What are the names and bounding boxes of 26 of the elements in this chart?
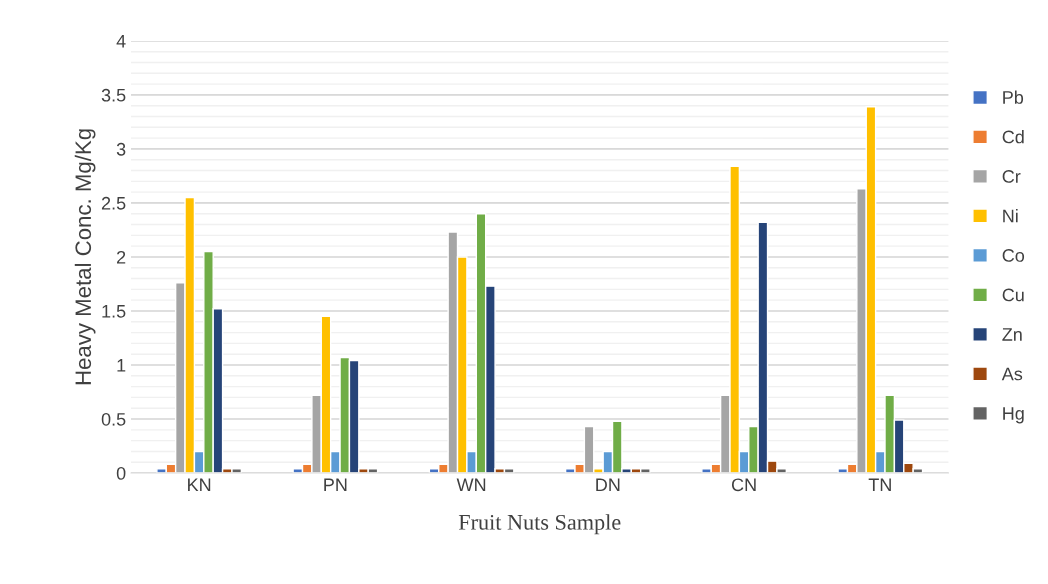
legend-label: Zn (1002, 328, 1022, 341)
x-tick-label: DN (596, 478, 620, 491)
y-tick-label: 2.5 (101, 196, 126, 210)
x-axis-title: Fruit Nuts Sample (458, 514, 621, 535)
y-tick-label: 3 (116, 142, 126, 156)
y-tick-label: 3.5 (101, 88, 126, 102)
y-tick-label: 1.5 (102, 305, 126, 318)
y-tick-label: 2 (117, 250, 126, 264)
legend-label: Ni (1003, 209, 1018, 223)
y-tick-label: 4 (116, 35, 126, 48)
legend-label: As (1001, 367, 1023, 381)
y-tick-label: 0.5 (101, 412, 126, 426)
y-tick-label: 1 (117, 359, 126, 372)
x-tick-label: KN (188, 478, 211, 491)
legend-label: Hg (1003, 407, 1024, 424)
x-tick-label: PN (324, 478, 347, 491)
y-tick-label: 0 (116, 466, 126, 480)
x-tick-label: WN (456, 478, 486, 491)
legend-label: Co (1002, 249, 1025, 262)
y-axis-title: Heavy Metal Conc. Mg/Kg (74, 129, 96, 385)
legend-label: Cd (1002, 130, 1024, 144)
legend-label: Pb (1003, 90, 1024, 104)
legend-label: Cr (1002, 170, 1021, 183)
x-tick-label: CN (731, 478, 756, 492)
legend-label: Cu (1002, 288, 1024, 302)
x-tick-label: TN (868, 478, 891, 491)
